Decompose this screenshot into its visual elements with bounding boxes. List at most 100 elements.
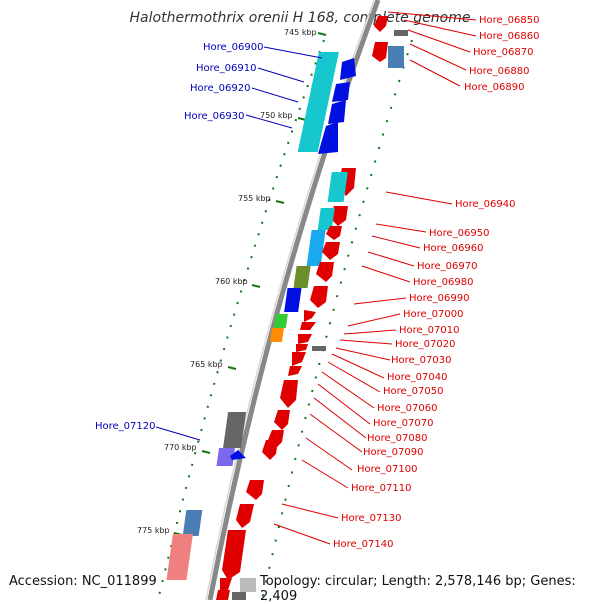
gene-label: Hore_06980 — [413, 277, 474, 288]
connector-line — [155, 426, 201, 441]
gene-label: Hore_07020 — [395, 339, 456, 350]
gene-arrow — [322, 242, 340, 260]
connector-line — [327, 361, 381, 393]
gene-arrow — [304, 310, 316, 322]
gene-block — [232, 592, 246, 600]
gene-label: Hore_07060 — [377, 403, 438, 414]
connector-line — [409, 43, 467, 71]
gene-arrow — [236, 504, 254, 528]
gene-arrow — [222, 530, 246, 580]
connector-line — [385, 191, 453, 205]
left-gene-labels: Hore_06900 Hore_06910 Hore_06920 Hore_06… — [95, 42, 264, 432]
connector-line — [407, 29, 471, 53]
connector-line — [335, 347, 391, 361]
gene-label: Hore_06940 — [455, 199, 516, 210]
connector-line — [321, 371, 375, 409]
gene-label: Hore_06960 — [423, 243, 484, 254]
connector-line — [313, 397, 367, 439]
gene-label: Hore_07120 — [95, 421, 156, 432]
gene-arrow — [328, 100, 346, 124]
connector-line — [245, 114, 293, 129]
gene-arrow — [274, 410, 290, 430]
gene-arrow — [330, 206, 348, 226]
tick-mark — [275, 200, 285, 204]
gene-label: Hore_06970 — [417, 261, 478, 272]
gene-arrow — [220, 578, 232, 592]
connector-line — [263, 46, 323, 59]
gene-arrow — [280, 380, 298, 408]
tick-label: 760 kbp — [215, 277, 248, 286]
tick-mark — [227, 366, 237, 370]
gene-arrow — [296, 344, 308, 352]
tick-label: 770 kbp — [164, 443, 197, 452]
gene-label: Hore_06850 — [479, 15, 540, 26]
gene-label: Hore_06870 — [473, 47, 534, 58]
connector-line — [343, 329, 397, 335]
gene-block — [182, 510, 203, 536]
gene-arrow — [288, 366, 302, 376]
connector-line — [387, 11, 477, 21]
genome-backbone — [207, 0, 381, 600]
gene-arrow — [372, 42, 388, 62]
connector-line — [301, 459, 349, 489]
gene-label: Hore_07110 — [351, 483, 412, 494]
gene-label: Hore_07030 — [391, 355, 452, 366]
gene-arrow — [262, 440, 278, 460]
connector-line — [251, 87, 299, 103]
tick-label: 750 kbp — [260, 111, 293, 120]
gene-arrow — [292, 352, 306, 366]
gene-label: Hore_07050 — [383, 386, 444, 397]
gene-label: Hore_06910 — [196, 63, 257, 74]
connector-line — [375, 223, 427, 233]
gene-block — [297, 52, 339, 152]
gene-arrow — [216, 590, 230, 600]
gene-arrow — [340, 58, 356, 80]
connector-line — [409, 59, 461, 87]
gene-block — [284, 288, 302, 312]
gene-block — [166, 534, 193, 580]
tick-label: 745 kbp — [284, 28, 317, 37]
gene-arrow — [298, 334, 312, 344]
gene-label: Hore_07070 — [373, 418, 434, 429]
gene-arrow — [300, 322, 316, 330]
gene-arrow — [246, 480, 264, 500]
gene-block — [306, 230, 326, 266]
connector-line — [309, 413, 363, 453]
gene-block — [240, 578, 256, 592]
gene-label: Hore_06860 — [479, 31, 540, 42]
connector-line — [305, 437, 353, 471]
tick-label: 775 kbp — [137, 526, 170, 535]
gene-block — [293, 266, 311, 288]
gene-label: Hore_07090 — [363, 447, 424, 458]
gene-block — [269, 328, 284, 342]
connector-line — [347, 313, 401, 327]
connector-line — [371, 235, 421, 249]
tick-label: 765 kbp — [190, 360, 223, 369]
gene-label: Hore_07010 — [399, 325, 460, 336]
connector-line — [403, 19, 477, 37]
gene-label: Hore_06880 — [469, 66, 530, 77]
gene-label: Hore_07080 — [367, 433, 428, 444]
gene-arrow — [332, 82, 350, 102]
left-label-connectors — [155, 46, 323, 441]
accession-text: Accession: NC_011899 — [9, 574, 157, 589]
gene-label: Hore_07100 — [357, 464, 418, 475]
gene-label: Hore_06930 — [184, 111, 245, 122]
connector-line — [367, 251, 415, 267]
gene-block — [327, 172, 348, 202]
gene-arrow — [316, 262, 334, 282]
label-connectors — [273, 11, 477, 545]
gene-block — [223, 412, 247, 448]
gene-label: Hore_07140 — [333, 539, 394, 550]
gene-block — [317, 208, 335, 230]
connector-line — [353, 297, 407, 305]
gene-arrow — [230, 450, 246, 460]
gene-block — [273, 314, 288, 328]
gene-label: Hore_06890 — [464, 82, 525, 93]
gene-block — [216, 448, 236, 466]
tick-label: 755 kbp — [238, 194, 271, 203]
gene-arrow — [326, 226, 342, 240]
connector-line — [273, 523, 331, 545]
connector-line — [257, 67, 305, 83]
connector-line — [317, 383, 371, 425]
